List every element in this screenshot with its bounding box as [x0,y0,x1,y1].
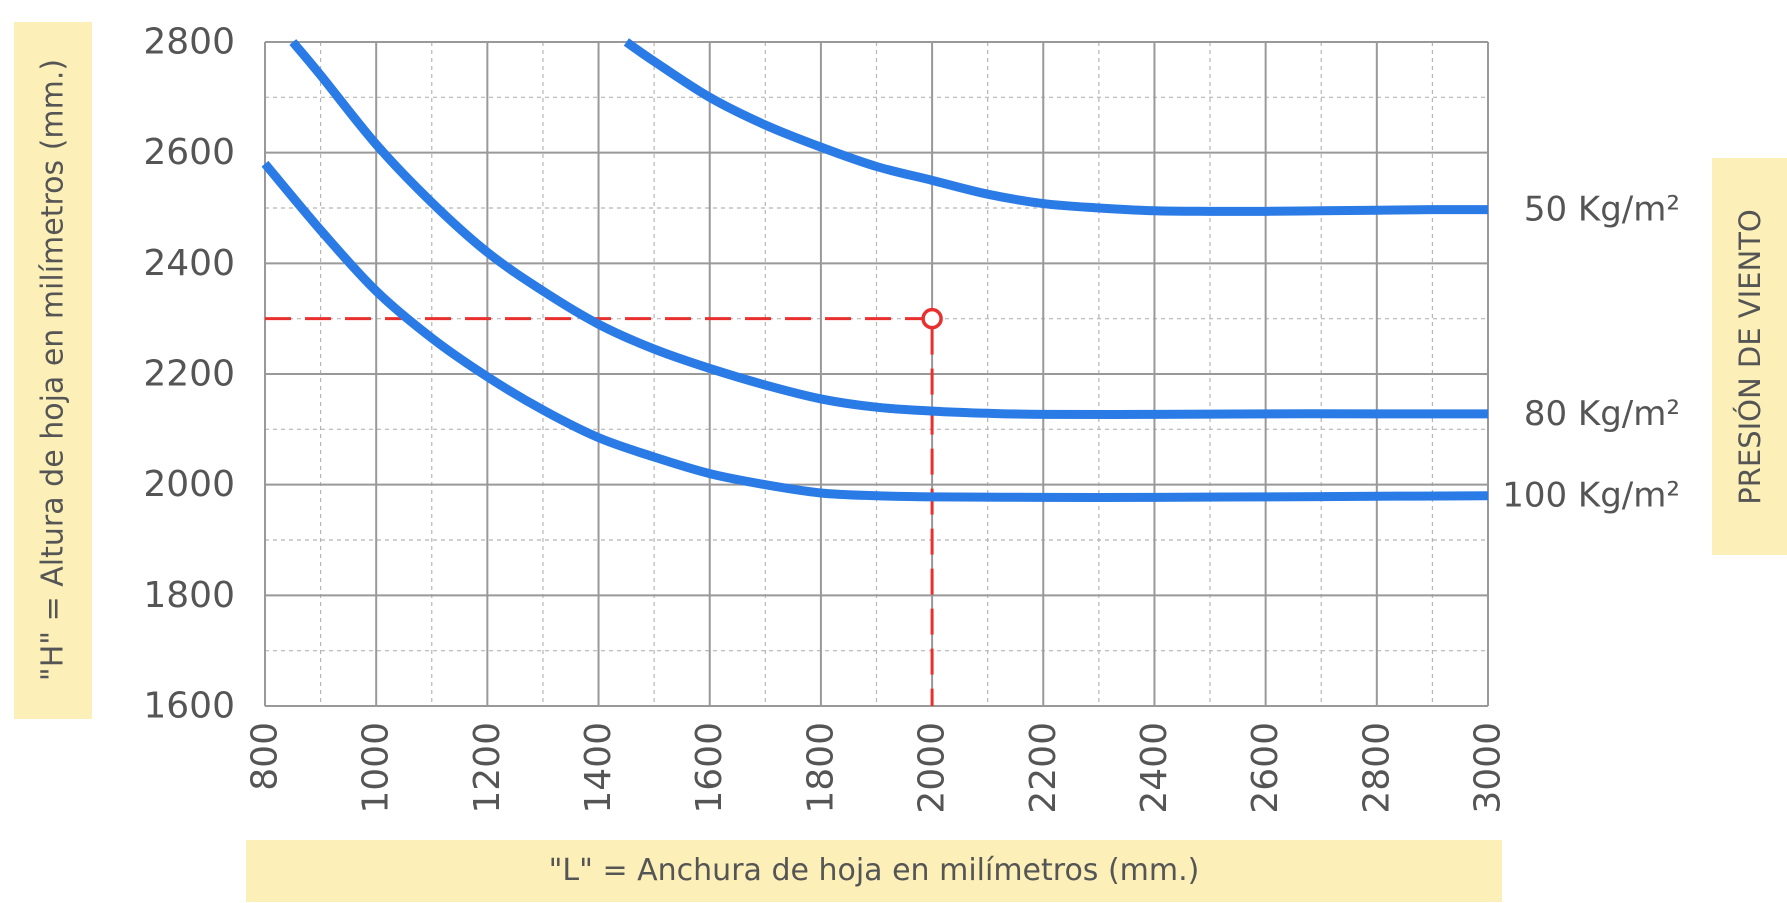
guide-lines [265,307,943,706]
y-tick-label: 1600 [143,686,235,727]
series-label: 100 Kg/m² [1502,476,1680,516]
series-lines [261,38,1489,502]
y-tick-label: 2000 [143,464,235,505]
x-tick-label: 1200 [467,722,508,814]
series-labels: 50 Kg/m² 80 Kg/m² 100 Kg/m² [1502,190,1680,516]
y-tick-label: 1800 [143,575,235,616]
x-tick-label: 1400 [578,722,619,814]
legend-title: PRESIÓN DE VIENTO [1733,209,1767,504]
series-line [623,38,1489,216]
x-tick-label: 2000 [912,722,953,814]
series-line [289,39,1488,419]
y-tick-label: 2400 [143,243,235,284]
x-tick-label: 800 [245,722,286,791]
series-line [261,160,1489,502]
y-axis-label: "H" = Altura de hoja en milímetros (mm.) [36,59,71,681]
y-tick-label: 2800 [143,22,235,63]
x-tick-label: 1600 [689,722,730,814]
series-label: 50 Kg/m² [1524,190,1680,230]
x-tick-label: 1000 [356,722,397,814]
series-label: 80 Kg/m² [1524,394,1680,434]
tick-labels: 1600 1800 2000 2200 2400 2600 2800 800 1000 1200 1… [143,22,1508,814]
x-tick-label: 3000 [1468,722,1509,814]
x-tick-label: 2800 [1356,722,1397,814]
x-tick-label: 2400 [1134,722,1175,814]
x-tick-label: 1800 [800,722,841,814]
grid [264,41,1489,707]
x-axis-label: "L" = Anchura de hoja en milímetros (mm.… [549,853,1200,888]
legend-title-box [1712,158,1787,555]
annotation-point [921,307,943,330]
x-tick-label: 2200 [1023,722,1064,814]
x-tick-label: 2600 [1245,722,1286,814]
x-axis-label-box [246,840,1502,902]
y-axis-label-box [14,22,92,719]
y-tick-label: 2200 [143,354,235,395]
y-tick-label: 2600 [143,132,235,173]
